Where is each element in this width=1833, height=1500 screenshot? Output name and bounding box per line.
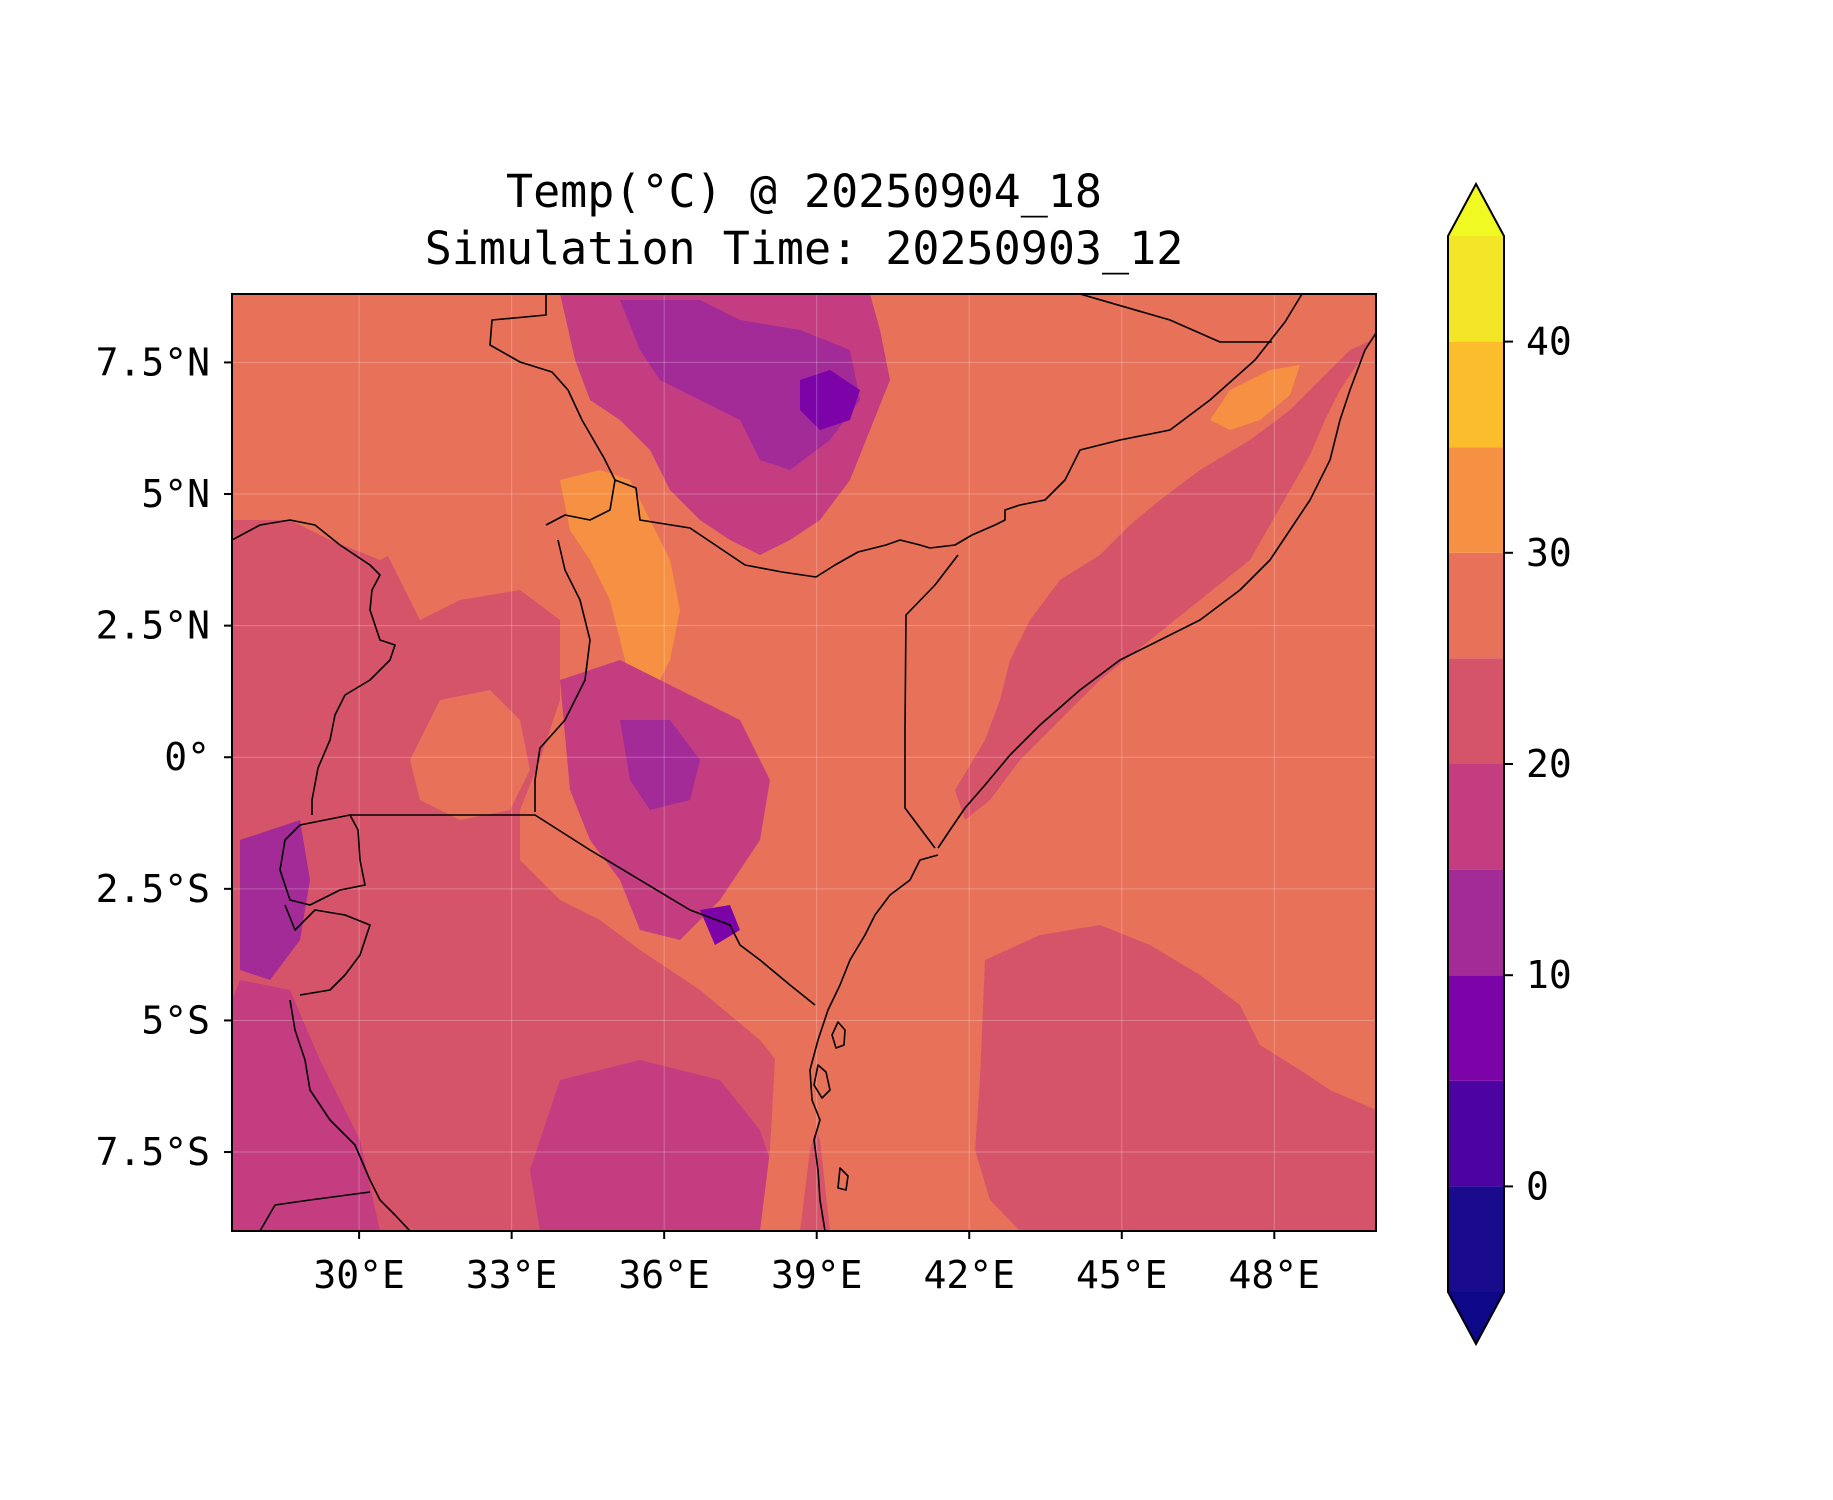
- x-axis: 30°E 33°E 36°E 39°E 42°E 45°E 48°E: [313, 1231, 1320, 1297]
- map-title-line-2: Simulation Time: 20250903_12: [424, 222, 1184, 275]
- sudan-lowland: [232, 294, 590, 560]
- island-mafia: [813, 1064, 831, 1099]
- border-uganda-drc: [232, 519, 396, 815]
- colorbar-segment-6: [1448, 552, 1504, 659]
- hot-spot-ne: [1210, 365, 1300, 430]
- x-tick-label-0: 30°E: [313, 1253, 405, 1297]
- border-uganda-kenya-south-sudan: [545, 479, 616, 526]
- cool-sea-southeast: [975, 925, 1376, 1231]
- y-tick-label-2: 2.5°N: [96, 604, 210, 648]
- island-zanzibar: [831, 1021, 846, 1049]
- graticule: [232, 294, 1376, 1231]
- colorbar-segment-4: [1448, 764, 1504, 870]
- coastline-east-africa: [809, 854, 939, 1231]
- colorbar-segment-9: [1448, 236, 1504, 342]
- border-south-sudan-ethiopia: [489, 294, 973, 578]
- border-kenya-somalia-ethiopia: [971, 294, 1303, 536]
- colorbar-segment-8: [1448, 341, 1504, 448]
- colorbar-tick-label-3: 30: [1526, 531, 1572, 575]
- highland-western: [232, 510, 830, 1231]
- y-tick-label-3: 0°: [164, 735, 210, 779]
- colorbar-extend-min: [1448, 1292, 1504, 1344]
- peak-ethiopia-core: [800, 370, 860, 430]
- colorbar-segment-2: [1448, 975, 1504, 1081]
- peak-ethiopia: [620, 300, 860, 470]
- cool-sea-somali-coast: [955, 340, 1372, 820]
- map-title-line-1: Temp(°C) @ 20250904_18: [505, 165, 1103, 218]
- y-tick-label-5: 5°S: [141, 998, 210, 1042]
- peak-kilimanjaro: [700, 905, 740, 945]
- colorbar-segment-1: [1448, 1080, 1504, 1187]
- colorbar-segment-7: [1448, 447, 1504, 553]
- colorbar-tick-label-1: 10: [1526, 953, 1572, 997]
- map-area: [232, 294, 1376, 1231]
- colorbar-outline: [1447, 181, 1505, 1347]
- colorbar-segment-0: [1448, 1186, 1504, 1292]
- border-burundi-tanzania: [284, 904, 371, 996]
- highland-uganda: [410, 690, 530, 820]
- border-uganda-tanzania: [350, 814, 816, 1006]
- y-tick-label-0: 7.5°N: [96, 340, 210, 384]
- colorbar-segment-5: [1448, 658, 1504, 764]
- colorbar-tick-label-0: 0: [1526, 1164, 1549, 1208]
- peak-kenya: [620, 720, 700, 810]
- colorbar-segment-3: [1448, 869, 1504, 976]
- x-tick-label-2: 36°E: [618, 1253, 710, 1297]
- border-kenya-somalia: [904, 554, 959, 849]
- border-zambia: [259, 1191, 371, 1231]
- plot-frame: [231, 293, 1377, 1232]
- highland-rwanda: [240, 820, 310, 980]
- x-tick-label-6: 48°E: [1229, 1253, 1321, 1297]
- colorbar: 0 10 20 30 40: [1447, 181, 1572, 1347]
- highland-tanzania-south: [530, 1060, 780, 1231]
- x-tick-label-3: 39°E: [771, 1253, 863, 1297]
- x-tick-label-1: 33°E: [466, 1253, 558, 1297]
- colorbar-extend-max: [1448, 184, 1504, 236]
- coastline-somalia: [937, 332, 1376, 849]
- lake-tanganyika-band: [232, 980, 380, 1231]
- country-borders: [232, 294, 1376, 1231]
- y-tick-label-1: 5°N: [141, 472, 210, 516]
- colorbar-tick-label-2: 20: [1526, 742, 1572, 786]
- border-somalia-ethiopia-north: [1079, 294, 1272, 343]
- border-lake-tanganyika: [289, 999, 411, 1231]
- x-tick-label-5: 45°E: [1076, 1253, 1168, 1297]
- x-tick-label-4: 42°E: [923, 1253, 1015, 1297]
- border-uganda-kenya: [534, 539, 591, 812]
- island-pemba: [837, 1167, 849, 1191]
- y-tick-label-6: 7.5°S: [96, 1130, 210, 1174]
- coastal-plain-tanzania: [760, 940, 840, 1231]
- border-rwanda-burundi: [279, 814, 366, 906]
- y-tick-label-4: 2.5°S: [96, 867, 210, 911]
- hot-spot-turkana: [560, 470, 680, 700]
- y-axis: 7.5°N 5°N 2.5°N 0° 2.5°S 5°S 7.5°S: [96, 340, 232, 1174]
- colorbar-tick-label-4: 40: [1526, 320, 1572, 364]
